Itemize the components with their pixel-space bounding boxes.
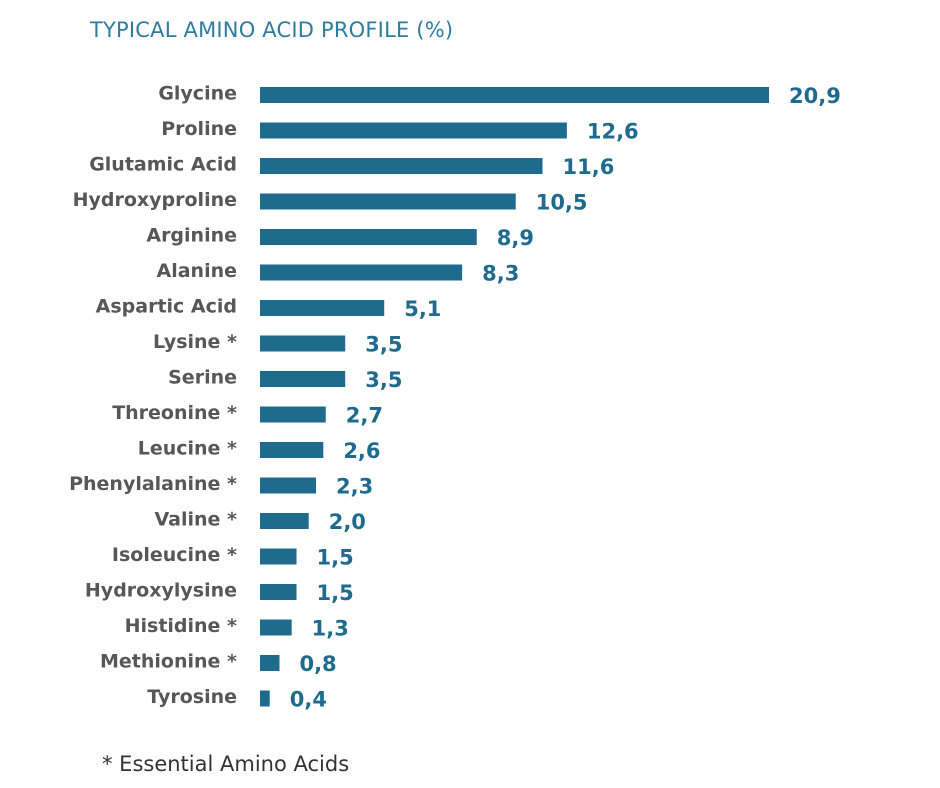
category-label: Arginine bbox=[146, 225, 237, 247]
value-label: 20,9 bbox=[789, 84, 841, 108]
category-label: Isoleucine * bbox=[112, 544, 237, 566]
bar bbox=[260, 335, 346, 352]
category-label: Leucine * bbox=[138, 438, 237, 460]
value-label: 3,5 bbox=[365, 368, 402, 392]
value-label: 8,3 bbox=[482, 262, 519, 286]
value-label: 12,6 bbox=[587, 120, 639, 144]
category-label: Valine * bbox=[155, 509, 238, 531]
value-label: 1,3 bbox=[312, 617, 349, 641]
value-label: 0,8 bbox=[299, 652, 336, 676]
bar bbox=[260, 87, 769, 103]
category-label: Threonine * bbox=[112, 402, 237, 424]
category-label: Hydroxyproline bbox=[73, 189, 237, 211]
bar bbox=[260, 619, 292, 636]
chart-title: TYPICAL AMINO ACID PROFILE (%) bbox=[90, 18, 454, 42]
value-label: 3,5 bbox=[365, 333, 402, 357]
bar bbox=[260, 548, 297, 565]
value-label: 2,3 bbox=[336, 475, 373, 499]
category-label: Aspartic Acid bbox=[96, 296, 237, 318]
footnote: * Essential Amino Acids bbox=[102, 752, 350, 776]
category-label: Phenylalanine * bbox=[69, 473, 237, 495]
value-label: 8,9 bbox=[497, 226, 534, 250]
category-label: Glycine bbox=[158, 83, 237, 105]
category-label: Serine bbox=[168, 367, 237, 389]
category-label: Glutamic Acid bbox=[89, 154, 237, 176]
bar bbox=[260, 406, 326, 423]
value-label: 5,1 bbox=[404, 297, 441, 321]
bar bbox=[260, 477, 317, 494]
value-label: 2,7 bbox=[346, 404, 383, 428]
value-label: 10,5 bbox=[536, 191, 588, 215]
bar bbox=[260, 442, 324, 458]
bar bbox=[260, 193, 516, 210]
value-label: 11,6 bbox=[563, 155, 615, 179]
bar bbox=[260, 513, 309, 529]
bar bbox=[260, 655, 280, 671]
category-label: Histidine * bbox=[125, 615, 237, 637]
category-label: Hydroxylysine bbox=[85, 580, 237, 602]
value-label: 2,0 bbox=[329, 510, 366, 534]
category-label: Lysine * bbox=[153, 331, 237, 353]
category-label: Alanine bbox=[157, 260, 238, 282]
category-label: Proline bbox=[161, 118, 237, 140]
bar bbox=[260, 584, 297, 600]
bar bbox=[260, 371, 346, 387]
bar bbox=[260, 264, 463, 281]
bar bbox=[260, 229, 477, 245]
value-label: 1,5 bbox=[317, 581, 354, 605]
bar bbox=[260, 690, 270, 707]
bar bbox=[260, 300, 385, 316]
bar bbox=[260, 122, 567, 139]
category-label: Methionine * bbox=[100, 651, 237, 673]
category-label: Tyrosine bbox=[147, 686, 237, 708]
value-label: 1,5 bbox=[317, 546, 354, 570]
bar bbox=[260, 158, 543, 174]
value-label: 0,4 bbox=[290, 688, 327, 712]
value-label: 2,6 bbox=[343, 439, 380, 463]
